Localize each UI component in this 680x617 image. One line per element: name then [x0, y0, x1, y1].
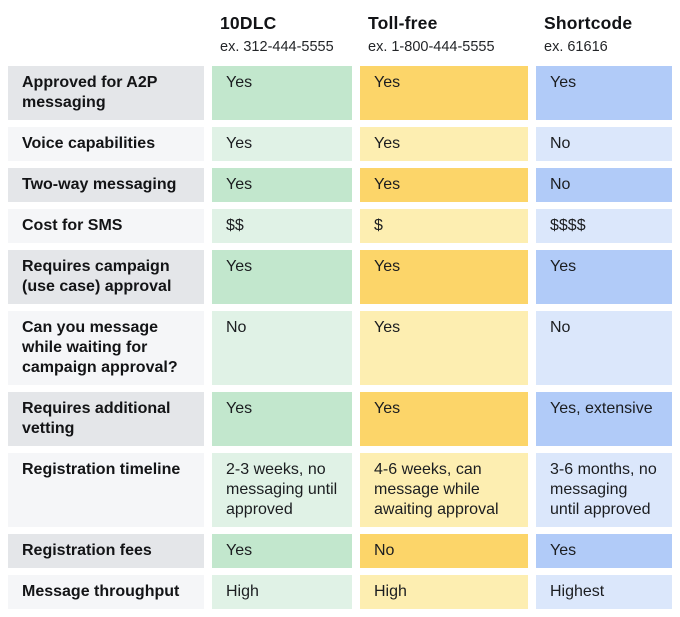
cell-shortcode: Yes	[536, 534, 672, 568]
cell-10dlc: Yes	[212, 66, 352, 120]
column-title-shortcode: Shortcode	[544, 13, 633, 33]
cell-10dlc: Yes	[212, 127, 352, 161]
cell-shortcode: Yes	[536, 66, 672, 120]
cell-10dlc: Yes	[212, 250, 352, 304]
row-label: Message throughput	[8, 575, 204, 609]
column-title-10dlc: 10DLC	[220, 13, 277, 33]
column-header-10dlc: 10DLC ex. 312-444-5555	[212, 6, 352, 59]
column-example-10dlc: ex. 312-444-5555	[220, 39, 334, 55]
cell-tollfree: Yes	[360, 168, 528, 202]
row-label: Requires additional vetting	[8, 392, 204, 446]
column-title-tollfree: Toll-free	[368, 13, 438, 33]
cell-10dlc: Yes	[212, 168, 352, 202]
cell-tollfree: 4-6 weeks, can message while awaiting ap…	[360, 453, 528, 527]
cell-tollfree: Yes	[360, 392, 528, 446]
cell-10dlc: Yes	[212, 392, 352, 446]
cell-shortcode: $$$$	[536, 209, 672, 243]
row-label: Can you message while waiting for campai…	[8, 311, 204, 385]
cell-shortcode: Yes	[536, 250, 672, 304]
cell-10dlc: 2-3 weeks, no messaging until approved	[212, 453, 352, 527]
header-spacer	[8, 6, 204, 59]
row-label: Cost for SMS	[8, 209, 204, 243]
cell-tollfree: Yes	[360, 127, 528, 161]
row-label: Approved for A2P messaging	[8, 66, 204, 120]
cell-tollfree: Yes	[360, 66, 528, 120]
cell-tollfree: High	[360, 575, 528, 609]
cell-tollfree: Yes	[360, 250, 528, 304]
row-label: Registration fees	[8, 534, 204, 568]
cell-shortcode: Yes, extensive	[536, 392, 672, 446]
cell-tollfree: No	[360, 534, 528, 568]
cell-10dlc: High	[212, 575, 352, 609]
column-example-tollfree: ex. 1-800-444-5555	[368, 39, 495, 55]
cell-shortcode: Highest	[536, 575, 672, 609]
cell-shortcode: 3-6 months, no messaging until approved	[536, 453, 672, 527]
cell-10dlc: Yes	[212, 534, 352, 568]
cell-10dlc: $$	[212, 209, 352, 243]
row-label: Requires campaign (use case) approval	[8, 250, 204, 304]
column-header-shortcode: Shortcode ex. 61616	[536, 6, 672, 59]
cell-tollfree: $	[360, 209, 528, 243]
row-label: Two-way messaging	[8, 168, 204, 202]
row-label: Registration timeline	[8, 453, 204, 527]
column-example-shortcode: ex. 61616	[544, 39, 608, 55]
cell-shortcode: No	[536, 127, 672, 161]
cell-shortcode: No	[536, 168, 672, 202]
column-header-tollfree: Toll-free ex. 1-800-444-5555	[360, 6, 528, 59]
row-label: Voice capabilities	[8, 127, 204, 161]
cell-shortcode: No	[536, 311, 672, 385]
cell-10dlc: No	[212, 311, 352, 385]
cell-tollfree: Yes	[360, 311, 528, 385]
